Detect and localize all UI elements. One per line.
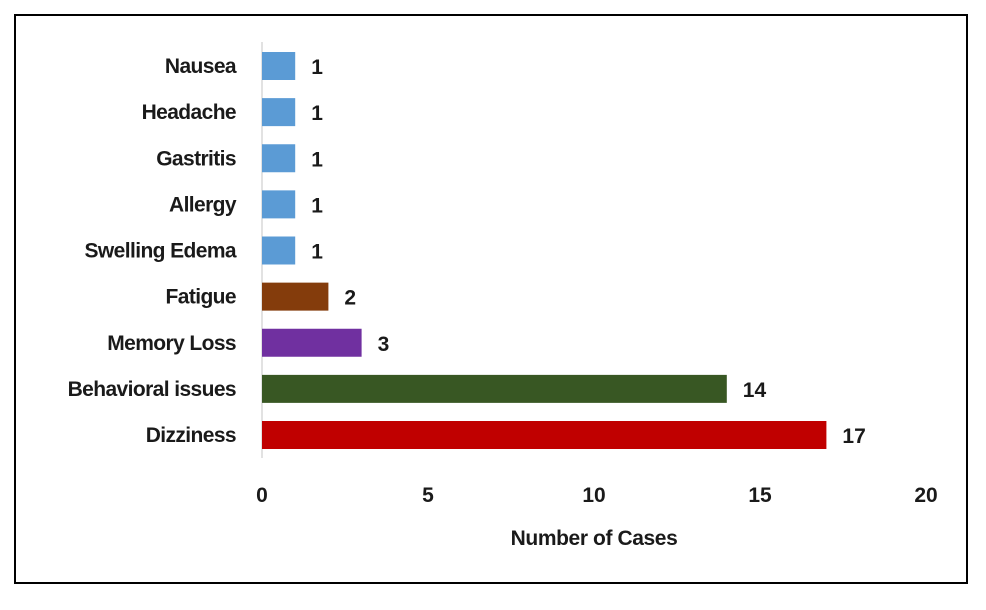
category-label-headache: Headache <box>142 101 236 124</box>
bar-allergy <box>262 190 296 219</box>
bar-memory-loss <box>262 328 362 357</box>
data-label-dizziness: 17 <box>842 425 865 448</box>
data-label-swelling-edema: 1 <box>311 241 323 264</box>
bars-group <box>262 52 827 449</box>
x-tick-label-0: 0 <box>256 484 268 507</box>
x-tick-label-20: 20 <box>914 484 937 507</box>
data-label-fatigue: 2 <box>344 287 356 310</box>
x-tick-labels-group: 0 5 10 15 20 <box>256 484 938 507</box>
category-label-swelling-edema: Swelling Edema <box>85 240 237 263</box>
data-label-headache: 1 <box>311 102 323 125</box>
bar-dizziness <box>262 421 827 449</box>
bar-behavioral-issues <box>262 374 727 403</box>
data-label-allergy: 1 <box>311 194 323 217</box>
data-label-memory-loss: 3 <box>378 333 390 356</box>
x-tick-label-15: 15 <box>748 484 772 507</box>
category-label-nausea: Nausea <box>165 55 237 78</box>
category-label-gastritis: Gastritis <box>156 147 236 170</box>
category-label-allergy: Allergy <box>169 193 237 216</box>
bar-nausea <box>262 52 296 80</box>
data-label-nausea: 1 <box>311 56 323 79</box>
bar-headache <box>262 98 296 127</box>
data-label-behavioral-issues: 14 <box>743 379 767 402</box>
category-label-behavioral-issues: Behavioral issues <box>68 378 236 401</box>
category-label-fatigue: Fatigue <box>166 286 236 309</box>
category-labels-group: Nausea Headache Gastritis Allergy Swelling E… <box>68 55 238 447</box>
x-axis-title: Number of Cases <box>511 527 678 550</box>
bar-gastritis <box>262 144 296 173</box>
bar-fatigue <box>262 282 329 311</box>
category-label-dizziness: Dizziness <box>146 424 236 447</box>
category-label-memory-loss: Memory Loss <box>107 332 236 355</box>
data-label-gastritis: 1 <box>311 148 323 171</box>
x-tick-label-10: 10 <box>582 484 605 507</box>
bar-swelling-edema <box>262 236 296 265</box>
chart-frame <box>14 14 968 584</box>
x-tick-label-5: 5 <box>422 484 434 507</box>
